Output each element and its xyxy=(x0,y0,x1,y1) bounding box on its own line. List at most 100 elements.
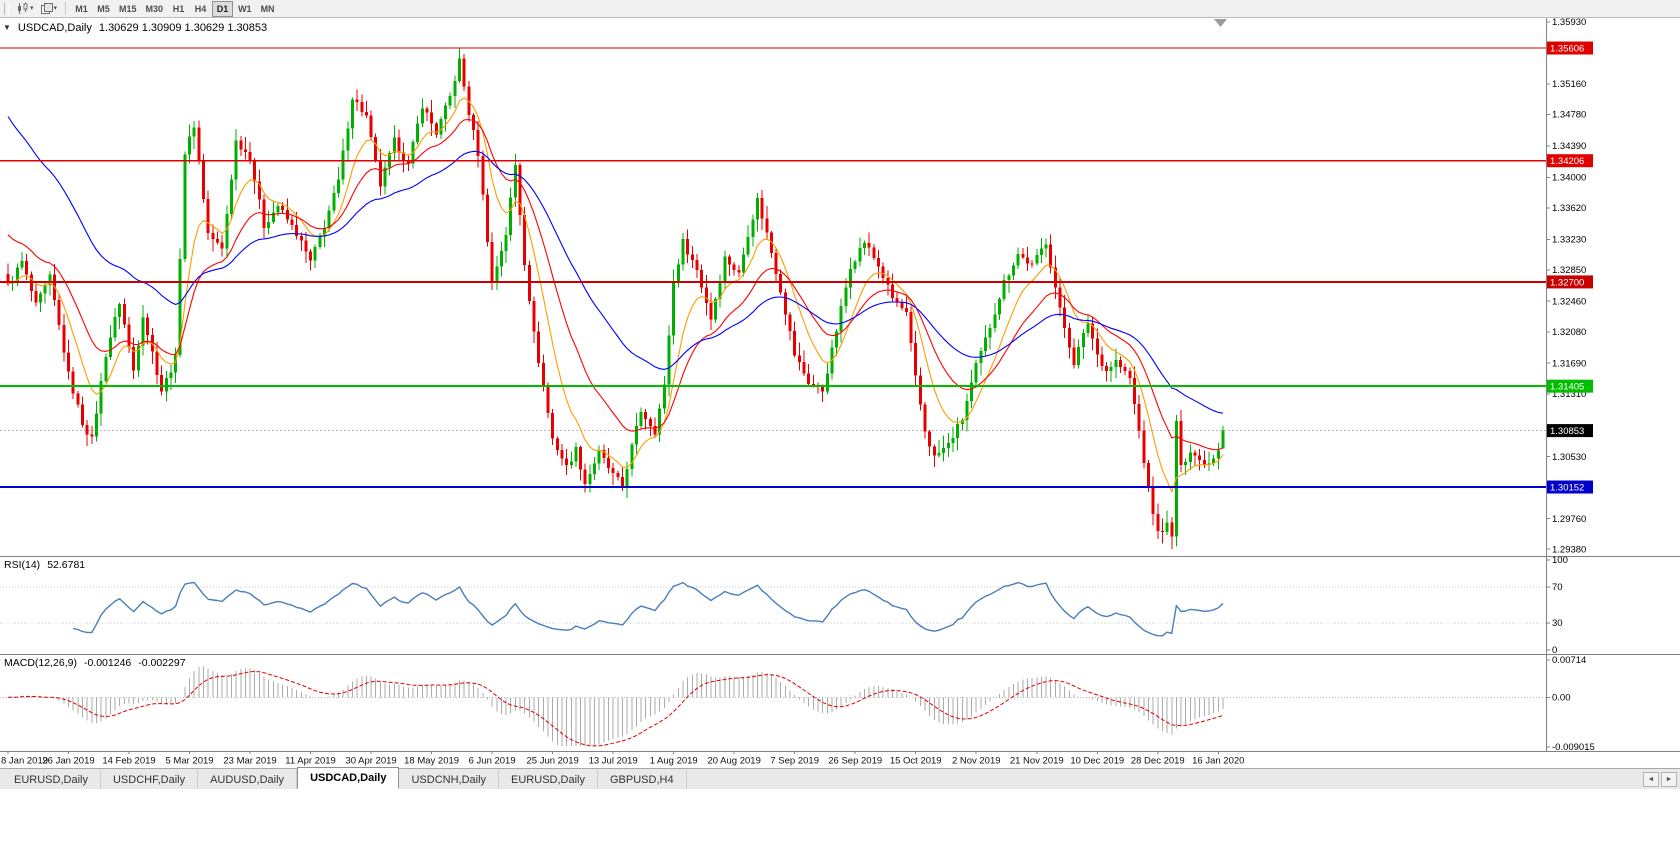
svg-text:16 Jan 2020: 16 Jan 2020 xyxy=(1192,756,1244,767)
macd-axis[interactable]: 0.00714 0.00 -0.009015 xyxy=(1546,654,1595,751)
chevron-down-icon: ▾ xyxy=(30,5,34,12)
ma-slow-line xyxy=(7,116,1224,414)
svg-text:1.33230: 1.33230 xyxy=(1552,234,1586,245)
svg-text:23 Mar 2019: 23 Mar 2019 xyxy=(223,756,276,767)
svg-text:11 Apr 2019: 11 Apr 2019 xyxy=(285,756,336,767)
tab-usdchf-daily[interactable]: USDCHF,Daily xyxy=(101,770,199,789)
ma-mid-line xyxy=(7,118,1224,451)
svg-text:1.29380: 1.29380 xyxy=(1552,544,1586,555)
chart-tab-bar: EURUSD,Daily USDCHF,Daily AUDUSD,Daily USDC… xyxy=(0,767,1680,789)
rsi-line xyxy=(73,581,1224,637)
svg-text:1 Aug 2019: 1 Aug 2019 xyxy=(650,756,698,767)
tab-nav: ◄ ► xyxy=(1643,772,1677,787)
svg-text:0.00: 0.00 xyxy=(1552,693,1571,704)
time-axis-panel: 8 Jan 2019 26 Jan 2019 14 Feb 2019 5 Mar 20… xyxy=(0,751,1680,768)
price-axis[interactable]: 1.35930 1.35160 1.34780 1.34390 1.34000 1.336… xyxy=(1546,18,1593,556)
svg-text:1.32080: 1.32080 xyxy=(1552,327,1586,338)
timeframe-button-m5[interactable]: M5 xyxy=(93,1,114,17)
tab-scroll-right-button[interactable]: ► xyxy=(1661,772,1677,787)
main-chart-canvas[interactable]: 1.35930 1.35160 1.34780 1.34390 1.34000 1.336… xyxy=(0,18,1680,556)
window-background xyxy=(0,789,1680,847)
svg-text:1.34000: 1.34000 xyxy=(1552,172,1586,183)
tab-scroll-left-button[interactable]: ◄ xyxy=(1643,772,1659,787)
svg-text:14 Feb 2019: 14 Feb 2019 xyxy=(102,756,155,767)
svg-text:1.35160: 1.35160 xyxy=(1552,79,1586,90)
timeframe-group: M1 M5 M15 M30 H1 H4 D1 W1 MN xyxy=(71,0,279,17)
svg-text:1.35930: 1.35930 xyxy=(1552,18,1586,28)
timeframe-button-h1[interactable]: H1 xyxy=(168,1,189,17)
svg-text:1.31310: 1.31310 xyxy=(1552,389,1586,400)
tab-audusd-daily[interactable]: AUDUSD,Daily xyxy=(198,770,298,789)
svg-text:13 Jul 2019: 13 Jul 2019 xyxy=(589,756,638,767)
svg-text:10 Dec 2019: 10 Dec 2019 xyxy=(1070,756,1124,767)
svg-text:1.34390: 1.34390 xyxy=(1552,141,1586,152)
svg-text:1.34206: 1.34206 xyxy=(1550,156,1584,167)
svg-text:100: 100 xyxy=(1552,556,1568,566)
svg-text:8 Jan 2019: 8 Jan 2019 xyxy=(1,756,48,767)
toolbar-separator xyxy=(65,2,67,15)
svg-text:28 Dec 2019: 28 Dec 2019 xyxy=(1131,756,1185,767)
templates-icon xyxy=(40,3,53,14)
timeframe-button-m30[interactable]: M30 xyxy=(142,1,168,17)
svg-text:25 Jun 2019: 25 Jun 2019 xyxy=(526,756,578,767)
chevron-down-icon: ▾ xyxy=(53,5,58,12)
svg-text:18 May 2019: 18 May 2019 xyxy=(404,756,459,767)
chart-tabs: EURUSD,Daily USDCHF,Daily AUDUSD,Daily USDC… xyxy=(0,767,687,789)
tab-gbpusd-h4[interactable]: GBPUSD,H4 xyxy=(598,770,687,789)
svg-text:1.30152: 1.30152 xyxy=(1550,482,1584,493)
macd-panel: 0.00714 0.00 -0.009015 MACD(12,26,9) -0.00… xyxy=(0,654,1680,751)
horizontal-lines[interactable] xyxy=(0,47,1546,489)
tab-usdcnh-daily[interactable]: USDCNH,Daily xyxy=(399,770,500,789)
main-chart-panel: 1.35930 1.35160 1.34780 1.34390 1.34000 1.336… xyxy=(0,18,1680,556)
svg-text:5 Mar 2019: 5 Mar 2019 xyxy=(166,756,214,767)
svg-text:7 Sep 2019: 7 Sep 2019 xyxy=(770,756,819,767)
chart-type-button[interactable]: ▾ xyxy=(13,1,37,17)
svg-text:1.30530: 1.30530 xyxy=(1552,452,1586,463)
svg-text:26 Sep 2019: 26 Sep 2019 xyxy=(828,756,882,767)
tab-eurusd-daily[interactable]: EURUSD,Daily xyxy=(2,770,101,789)
timeframe-button-mn[interactable]: MN xyxy=(257,1,279,17)
chart-shift-marker[interactable] xyxy=(1214,19,1227,27)
svg-text:30: 30 xyxy=(1552,618,1563,629)
timeframe-button-w1[interactable]: W1 xyxy=(234,1,256,17)
svg-text:30 Apr 2019: 30 Apr 2019 xyxy=(345,756,396,767)
tab-usdcad-daily[interactable]: USDCAD,Daily xyxy=(297,767,400,789)
svg-text:1.30853: 1.30853 xyxy=(1550,426,1584,437)
rsi-panel-canvas[interactable]: 100 70 30 0 xyxy=(0,556,1680,654)
svg-text:1.32850: 1.32850 xyxy=(1552,265,1586,276)
svg-text:0.00714: 0.00714 xyxy=(1552,655,1586,666)
svg-text:1.33620: 1.33620 xyxy=(1552,203,1586,214)
timeframe-button-m15[interactable]: M15 xyxy=(115,1,141,17)
svg-text:6 Jun 2019: 6 Jun 2019 xyxy=(469,756,516,767)
svg-text:2 Nov 2019: 2 Nov 2019 xyxy=(952,756,1001,767)
svg-text:1.34780: 1.34780 xyxy=(1552,110,1586,121)
svg-text:26 Jan 2019: 26 Jan 2019 xyxy=(42,756,94,767)
svg-text:21 Nov 2019: 21 Nov 2019 xyxy=(1010,756,1064,767)
macd-panel-canvas[interactable]: 0.00714 0.00 -0.009015 xyxy=(0,654,1680,751)
svg-text:20 Aug 2019: 20 Aug 2019 xyxy=(708,756,761,767)
toolbar: ▾ ▾ M1 M5 M15 M30 H1 H4 D1 W1 MN xyxy=(0,0,1680,18)
toolbar-grip[interactable] xyxy=(4,2,9,15)
templates-button[interactable]: ▾ xyxy=(37,1,61,17)
svg-text:1.32700: 1.32700 xyxy=(1550,277,1584,288)
symbol-dropdown-icon[interactable]: ▼ xyxy=(3,23,11,32)
macd-histogram xyxy=(12,666,1224,746)
timeframe-button-m1[interactable]: M1 xyxy=(71,1,92,17)
rsi-panel: 100 70 30 0 RSI(14) 52.6781 xyxy=(0,556,1680,654)
svg-text:0: 0 xyxy=(1552,645,1557,654)
svg-text:1.29760: 1.29760 xyxy=(1552,514,1586,525)
timeframe-button-d1[interactable]: D1 xyxy=(212,0,234,17)
candlestick-chart-icon xyxy=(18,2,28,14)
svg-text:1.32460: 1.32460 xyxy=(1552,296,1586,307)
macd-signal-line xyxy=(8,670,1224,747)
ma-fast-line xyxy=(7,97,1224,493)
timeframe-button-h4[interactable]: H4 xyxy=(190,1,211,17)
tab-eurusd-daily[interactable]: EURUSD,Daily xyxy=(499,770,598,789)
rsi-axis[interactable]: 100 70 30 0 xyxy=(1546,556,1568,654)
svg-text:1.35606: 1.35606 xyxy=(1550,43,1584,54)
svg-text:15 Oct 2019: 15 Oct 2019 xyxy=(890,756,942,767)
svg-text:1.31405: 1.31405 xyxy=(1550,382,1584,393)
